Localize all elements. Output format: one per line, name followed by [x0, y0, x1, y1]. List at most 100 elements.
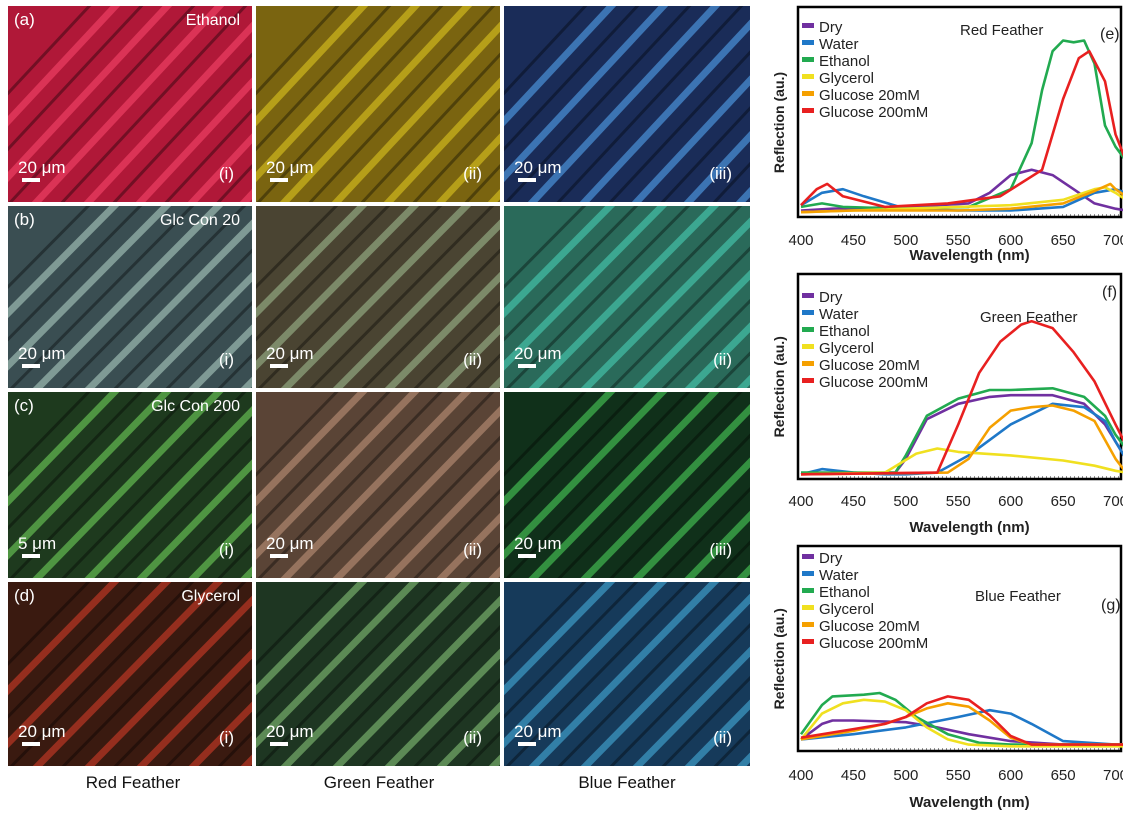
x-tick-label: 550: [946, 767, 971, 784]
texture-stripe: [256, 392, 339, 477]
series-line-glucose-20mm: [800, 404, 1123, 476]
texture-stripe: [361, 435, 500, 578]
treatment-label: Glycerol: [181, 588, 240, 605]
x-tick-label: 600: [998, 232, 1023, 249]
scale-label: 20 μm: [18, 344, 66, 363]
texture-stripe: [61, 206, 247, 388]
micrograph-texture: [256, 206, 500, 388]
series-line-glycerol: [800, 447, 1123, 476]
texture-stripe: [257, 206, 443, 388]
series-line-water: [800, 708, 1123, 746]
texture-stripe: [683, 131, 750, 202]
texture-stripe: [112, 52, 252, 202]
micrograph-green-row-4: 20 μm (ii): [256, 582, 500, 766]
texture-stripe: [504, 392, 639, 531]
texture-stripe: [436, 324, 500, 388]
sub-panel-label: (i): [218, 350, 234, 369]
y-axis-label: Reflection (au.): [771, 72, 787, 173]
texture-stripe: [383, 77, 500, 202]
texture-stripe: [256, 582, 420, 749]
legend-label: Dry: [819, 550, 843, 567]
legend-label: Water: [819, 306, 858, 323]
legend-swatch: [802, 310, 814, 315]
x-tick-label: 450: [841, 232, 866, 249]
texture-stripe: [8, 582, 91, 666]
texture-stripe: [256, 392, 420, 560]
x-tick-label: 450: [841, 767, 866, 784]
scale-bar: [270, 364, 288, 368]
texture-stripe: [557, 392, 743, 578]
texture-stripe: [8, 6, 92, 96]
texture-stripe: [188, 701, 252, 766]
texture-stripe: [256, 6, 340, 96]
texture-stripe: [256, 206, 391, 342]
sub-panel-label: (ii): [713, 728, 732, 747]
texture-stripe: [309, 206, 495, 388]
scale-label: 5 μm: [18, 534, 57, 553]
scale-label: 20 μm: [18, 158, 66, 177]
x-tick-label: 400: [788, 767, 813, 784]
x-tick-label: 650: [1051, 493, 1076, 510]
texture-stripe: [504, 6, 692, 202]
legend-swatch: [802, 91, 814, 96]
texture-stripe: [256, 6, 369, 127]
texture-stripe: [8, 206, 91, 290]
texture-stripe: [413, 677, 500, 766]
legend-swatch: [802, 23, 814, 28]
texture-stripe: [8, 6, 121, 127]
texture-stripe: [256, 6, 392, 152]
texture-stripe: [748, 6, 750, 202]
texture-stripe: [713, 540, 750, 578]
texture-stripe: [280, 206, 472, 388]
texture-stripe: [384, 271, 500, 388]
texture-stripe: [217, 353, 252, 388]
scale-bar: [22, 364, 40, 368]
texture-stripe: [632, 269, 750, 388]
texture-stripe: [505, 206, 691, 388]
x-tick-label: 500: [893, 767, 918, 784]
x-tick-label: 400: [788, 493, 813, 510]
scale-bar: [270, 742, 288, 746]
panel-label: (f): [1102, 284, 1117, 301]
texture-stripe: [608, 50, 750, 202]
texture-stripe: [528, 582, 720, 766]
micrograph-red-row-4: (d) Glycerol 20 μm (i): [8, 582, 252, 766]
micrograph-red-row-1: (a) Ethanol 20 μm (i): [8, 6, 252, 202]
texture-stripe: [557, 206, 743, 388]
texture-stripe: [712, 161, 750, 202]
legend-label: Glycerol: [819, 340, 874, 357]
micrograph-blue-row-1: 20 μm (iii): [504, 6, 750, 202]
x-tick-label: 500: [893, 493, 918, 510]
legend-swatch: [802, 361, 814, 366]
legend-label: Glucose 200mM: [819, 635, 928, 652]
texture-stripe: [8, 6, 144, 152]
row-label: (c): [14, 396, 34, 415]
texture-stripe: [504, 582, 668, 749]
legend-label: Glucose 20mM: [819, 618, 920, 635]
legend-swatch: [802, 605, 814, 610]
texture-stripe: [217, 542, 252, 578]
texture-stripe: [465, 353, 500, 388]
micrograph-texture: [504, 582, 750, 766]
legend-label: Water: [819, 567, 858, 584]
texture-stripe: [257, 392, 443, 578]
panel-label: (e): [1100, 26, 1120, 43]
legend-swatch: [802, 74, 814, 79]
micrograph-texture: [8, 582, 252, 766]
y-axis-label: Reflection (au.): [771, 336, 787, 437]
scale-label: 20 μm: [266, 534, 314, 553]
texture-stripe: [256, 206, 368, 319]
texture-stripe: [165, 300, 252, 388]
texture-stripe: [280, 582, 472, 766]
texture-stripe: [504, 206, 668, 371]
legend-label: Glucose 200mM: [819, 374, 928, 391]
texture-stripe: [661, 486, 750, 578]
texture-stripe: [9, 206, 195, 388]
treatment-label: Ethanol: [185, 12, 240, 29]
legend-label: Water: [819, 36, 858, 53]
sub-panel-label: (ii): [463, 540, 482, 559]
series-line-glycerol: [799, 698, 1123, 748]
texture-stripe: [332, 219, 500, 388]
texture-stripe: [256, 392, 391, 531]
